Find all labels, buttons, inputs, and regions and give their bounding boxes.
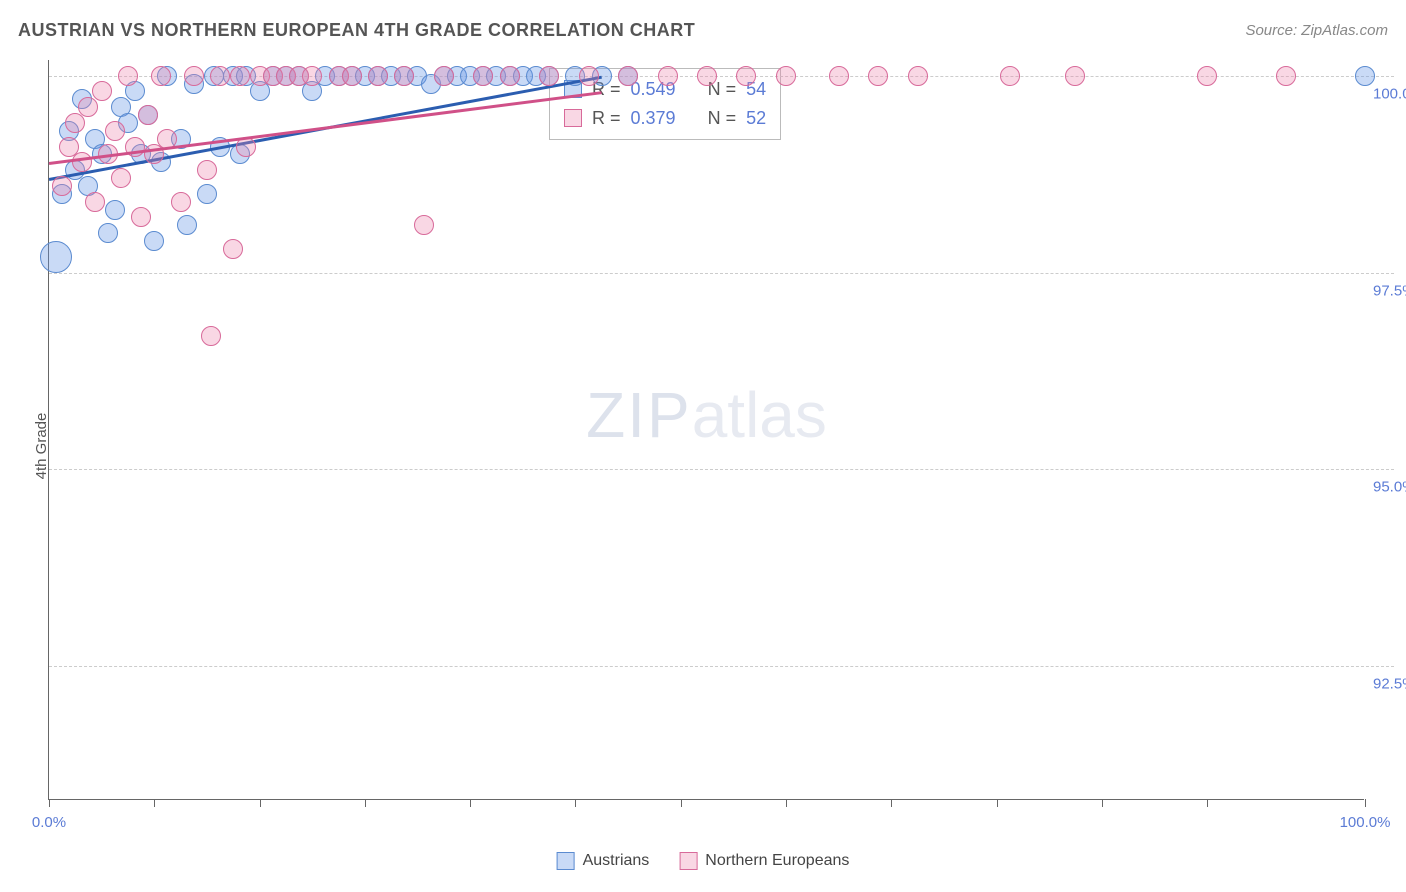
- data-point: [177, 215, 197, 235]
- data-point: [92, 81, 112, 101]
- x-tick: [154, 799, 155, 807]
- x-tick-label: 100.0%: [1340, 814, 1391, 831]
- r-value: 0.379: [631, 104, 676, 133]
- data-point: [201, 326, 221, 346]
- data-point: [500, 66, 520, 86]
- data-point: [394, 66, 414, 86]
- x-tick: [786, 799, 787, 807]
- x-tick: [365, 799, 366, 807]
- data-point: [1197, 66, 1217, 86]
- data-point: [1000, 66, 1020, 86]
- data-point: [414, 215, 434, 235]
- data-point: [151, 66, 171, 86]
- x-tick: [575, 799, 576, 807]
- data-point: [342, 66, 362, 86]
- data-point: [118, 66, 138, 86]
- series-legend: Austrians Northern Europeans: [557, 852, 850, 870]
- legend-label: Austrians: [583, 852, 650, 870]
- source-label: Source: ZipAtlas.com: [1245, 22, 1388, 39]
- gridline: [49, 666, 1394, 667]
- data-point: [197, 160, 217, 180]
- gridline: [49, 273, 1394, 274]
- data-point: [144, 231, 164, 251]
- data-point: [111, 168, 131, 188]
- data-point: [539, 66, 559, 86]
- data-point: [1355, 66, 1375, 86]
- legend-swatch: [557, 852, 575, 870]
- n-label: N =: [708, 104, 737, 133]
- data-point: [736, 66, 756, 86]
- x-tick: [1365, 799, 1366, 807]
- data-point: [138, 105, 158, 125]
- data-point: [868, 66, 888, 86]
- data-point: [223, 239, 243, 259]
- data-point: [210, 66, 230, 86]
- data-point: [697, 66, 717, 86]
- legend-label: Northern Europeans: [705, 852, 849, 870]
- data-point: [171, 192, 191, 212]
- data-point: [131, 207, 151, 227]
- data-point: [658, 66, 678, 86]
- legend-swatch: [564, 109, 582, 127]
- legend-item: Northern Europeans: [679, 852, 849, 870]
- data-point: [78, 97, 98, 117]
- watermark: ZIPatlas: [586, 378, 827, 452]
- data-point: [230, 66, 250, 86]
- x-tick: [1102, 799, 1103, 807]
- data-point: [65, 113, 85, 133]
- chart-title: AUSTRIAN VS NORTHERN EUROPEAN 4TH GRADE …: [18, 20, 695, 41]
- data-point: [1065, 66, 1085, 86]
- data-point: [473, 66, 493, 86]
- scatter-plot-area: ZIPatlas R = 0.549N = 54R = 0.379N = 52 …: [48, 60, 1364, 800]
- n-value: 52: [746, 104, 766, 133]
- x-tick: [681, 799, 682, 807]
- data-point: [1276, 66, 1296, 86]
- x-tick: [997, 799, 998, 807]
- data-point: [302, 66, 322, 86]
- data-point: [105, 121, 125, 141]
- x-tick: [891, 799, 892, 807]
- data-point: [98, 223, 118, 243]
- data-point: [72, 152, 92, 172]
- legend-row: R = 0.379 N = 52: [564, 104, 766, 133]
- legend-item: Austrians: [557, 852, 650, 870]
- data-point: [368, 66, 388, 86]
- x-tick: [260, 799, 261, 807]
- data-point: [829, 66, 849, 86]
- data-point: [908, 66, 928, 86]
- x-tick: [1207, 799, 1208, 807]
- data-point: [776, 66, 796, 86]
- data-point: [197, 184, 217, 204]
- data-point: [85, 192, 105, 212]
- data-point: [52, 176, 72, 196]
- r-label: R =: [592, 104, 621, 133]
- x-tick-label: 0.0%: [32, 814, 66, 831]
- data-point: [184, 66, 204, 86]
- legend-swatch: [679, 852, 697, 870]
- gridline: [49, 469, 1394, 470]
- data-point: [434, 66, 454, 86]
- x-tick: [470, 799, 471, 807]
- data-point: [105, 200, 125, 220]
- data-point: [579, 66, 599, 86]
- data-point: [618, 66, 638, 86]
- x-tick: [49, 799, 50, 807]
- data-point: [40, 241, 72, 273]
